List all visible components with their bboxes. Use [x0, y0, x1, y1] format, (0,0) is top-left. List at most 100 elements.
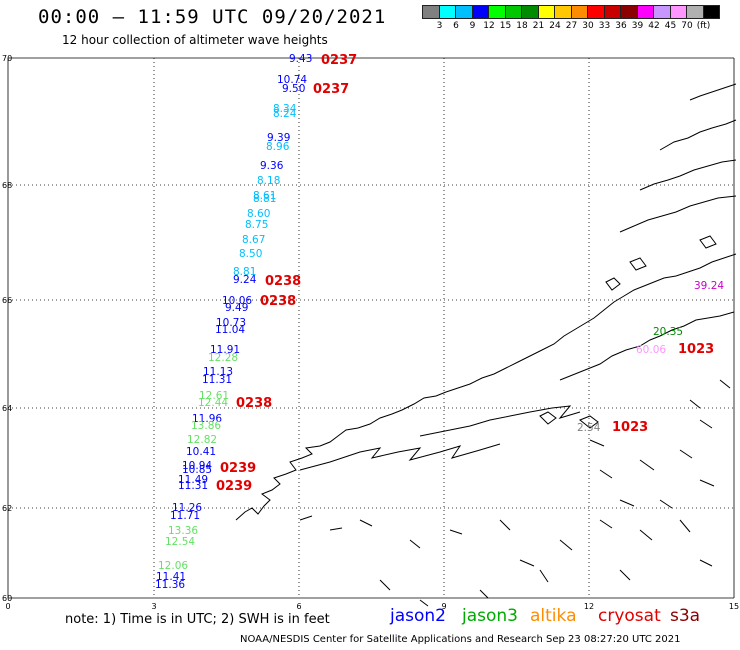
wave-height-label: 12.61 — [199, 390, 229, 402]
color-scale-label: 42 — [648, 21, 660, 31]
coast-islands-4 — [629, 257, 647, 271]
x-tick-label: 12 — [584, 602, 594, 611]
wave-height-label: 10.06 — [222, 295, 252, 307]
color-scale-label: 24 — [549, 21, 561, 31]
wave-height-label: 10.73 — [216, 317, 246, 329]
coast-north-4 — [619, 195, 737, 233]
color-scale-label: 33 — [598, 21, 611, 31]
color-scale-label: 3 — [436, 21, 443, 31]
wave-height-label: 11.36 — [155, 579, 185, 591]
color-scale-label: 45 — [664, 21, 677, 31]
y-tick-label: 60 — [2, 594, 12, 603]
wave-height-label: 9.43 — [289, 53, 312, 65]
wave-height-label: 8.34 — [273, 103, 297, 115]
wave-height-label: 8.67 — [242, 234, 265, 246]
wave-height-label: 2.54 — [577, 422, 601, 434]
color-scale — [422, 5, 720, 19]
color-scale-label: 9 — [469, 21, 476, 31]
y-tick-label: 64 — [2, 404, 12, 413]
color-scale-label: 70 — [681, 21, 693, 31]
wave-height-label: 9.24 — [233, 274, 257, 286]
pass-time-label: 0239 — [220, 461, 256, 476]
wave-height-label: 8.18 — [257, 175, 280, 187]
color-scale-label: 36 — [615, 21, 627, 31]
wave-height-label: 8.96 — [266, 141, 290, 153]
wave-height-label: 10.74 — [277, 74, 307, 86]
x-tick-label: 15 — [729, 602, 739, 611]
color-scale-labels: 3 6 9 12 15 18 21 24 27 30 33 36 39 42 45 70 (ft) — [422, 21, 740, 33]
x-tick-label: 9 — [441, 602, 446, 611]
pass-time-label: 0238 — [265, 274, 301, 289]
coast-fjords-3 — [559, 311, 735, 381]
wave-height-label: 10.85 — [182, 464, 212, 476]
color-scale-label: 39 — [631, 21, 644, 31]
pass-time-label: 1023 — [612, 420, 648, 435]
wave-height-observations: 9.43 10.749.50 8.348.24 9.398.96 9.36 8.18 8.6… — [155, 53, 724, 591]
wave-height-label: 8.61 — [253, 190, 276, 202]
map-subtitle: 12 hour collection of altimeter wave hei… — [62, 33, 328, 47]
coast-norway-main — [235, 253, 737, 521]
wave-height-label: 11.13 — [203, 366, 233, 378]
lat-lon-grid: 0 3 6 9 12 15 70 68 66 64 62 60 — [2, 54, 739, 611]
pass-time-label: 1023 — [678, 342, 714, 357]
wave-height-label: 11.26 — [172, 502, 202, 514]
satellite-pass-times: 0237 0237 0238 0238 0238 0239 0239 1023 1023 — [216, 53, 714, 494]
pass-time-label: 0237 — [321, 53, 357, 68]
wave-height-label: 10.41 — [186, 446, 216, 458]
y-tick-label: 62 — [2, 504, 12, 513]
color-scale-label: 21 — [532, 21, 545, 31]
footnote: note: 1) Time is in UTC; 2) SWH is in fe… — [65, 612, 330, 627]
credit-line: NOAA/NESDIS Center for Satellite Applica… — [240, 634, 681, 645]
color-scale-label: (ft) — [696, 21, 711, 31]
wave-height-label: 8.24 — [273, 108, 297, 120]
coast-north-3 — [639, 159, 737, 191]
wave-height-label: 8.75 — [245, 219, 268, 231]
wave-height-label: 11.31 — [178, 480, 208, 492]
coast-north-1 — [689, 83, 737, 101]
lakes-mid — [589, 379, 731, 509]
wave-height-label: 12.44 — [198, 397, 228, 409]
x-tick-label: 3 — [151, 602, 156, 611]
color-scale-label: 18 — [516, 21, 528, 31]
color-scale-label: 12 — [483, 21, 495, 31]
coast-islands-5 — [699, 235, 717, 249]
wave-height-label: 13.86 — [191, 420, 221, 432]
wave-height-label: 10.94 — [182, 460, 212, 472]
coast-islands-2 — [539, 411, 557, 425]
wave-height-label: 9.39 — [267, 132, 290, 144]
wave-height-label: 11.91 — [210, 344, 240, 356]
color-swatch — [702, 5, 720, 19]
wave-height-label: 8.81 — [253, 193, 276, 205]
color-scale-label: 27 — [565, 21, 578, 31]
legend-item-jason2: jason2 — [390, 606, 446, 626]
wave-height-label: 11.96 — [192, 413, 222, 425]
wave-height-label: 8.50 — [239, 248, 262, 260]
pass-time-label: 0237 — [313, 82, 349, 97]
wave-height-label: 39.24 — [694, 280, 724, 292]
legend-item-s3a: s3a — [670, 606, 701, 626]
coast-north-2 — [659, 119, 737, 151]
y-tick-label: 68 — [2, 181, 12, 190]
wave-height-label: 11.41 — [156, 571, 186, 583]
wave-height-label: 9.49 — [225, 302, 248, 314]
wave-height-label: 9.50 — [282, 83, 305, 95]
coast-islands-1 — [579, 415, 599, 429]
x-tick-label: 6 — [296, 602, 301, 611]
legend-item-jason3: jason3 — [462, 606, 518, 626]
color-scale-label: 6 — [453, 21, 459, 31]
wave-height-label: 8.60 — [247, 208, 270, 220]
wave-height-label: 11.31 — [202, 374, 232, 386]
legend-item-cryosat: cryosat — [598, 606, 661, 626]
pass-time-label: 0238 — [236, 396, 272, 411]
map-title: 00:00 – 11:59 UTC 09/20/2021 — [38, 6, 387, 28]
coast-fjords-1 — [299, 443, 501, 471]
wave-height-label: 11.49 — [178, 474, 208, 486]
wave-height-label: 8.81 — [233, 266, 256, 278]
wave-height-label: 11.71 — [170, 510, 200, 522]
x-tick-label: 0 — [5, 602, 10, 611]
wave-height-label: 20.35 — [653, 326, 683, 338]
wave-height-label: 12.82 — [187, 434, 217, 446]
pass-time-label: 0238 — [260, 294, 296, 309]
lakes-south — [299, 515, 713, 607]
